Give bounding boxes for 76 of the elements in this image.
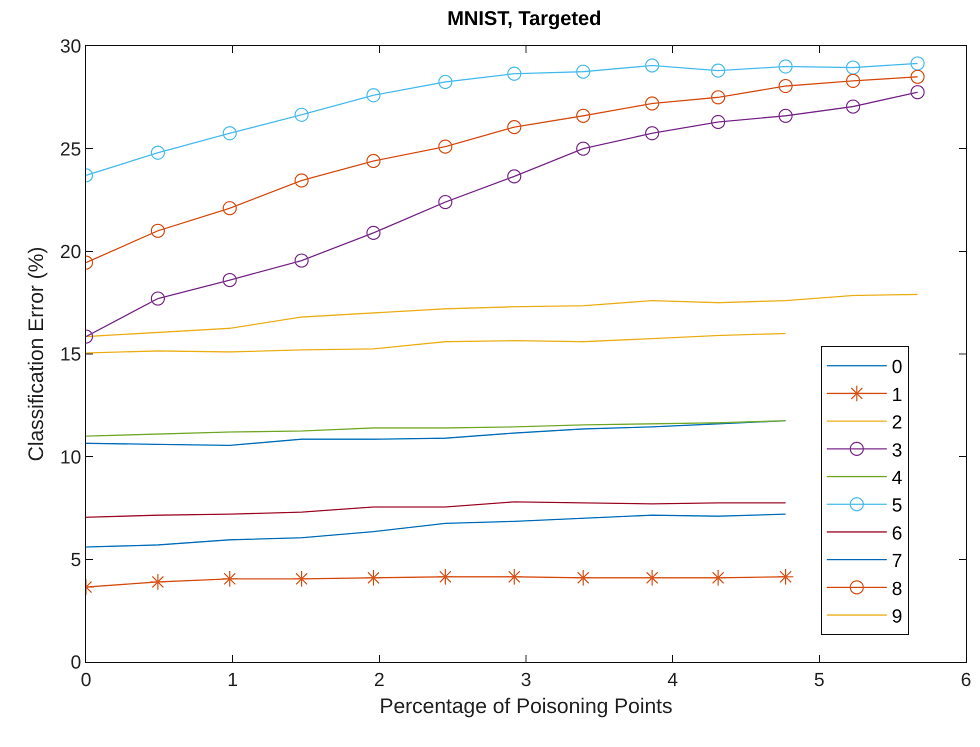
legend-label: 1 — [892, 384, 902, 406]
x-tick-label: 3 — [520, 670, 532, 691]
point — [221, 570, 238, 588]
point — [576, 108, 590, 123]
y-tick-label: 0 — [70, 652, 82, 674]
point — [645, 96, 660, 111]
line-series — [86, 501, 786, 518]
legend-label: 9 — [892, 606, 902, 628]
point — [150, 291, 165, 306]
point — [778, 108, 793, 123]
point — [506, 568, 523, 586]
point — [507, 120, 522, 134]
legend-label: 5 — [892, 496, 902, 517]
point — [576, 142, 590, 156]
point — [150, 146, 165, 160]
point — [222, 126, 237, 140]
x-tick-label: 4 — [667, 670, 678, 691]
point — [910, 70, 925, 84]
point — [438, 194, 452, 210]
point — [507, 169, 522, 184]
y-axis-title: Classification Error (%) — [25, 246, 48, 462]
point — [778, 59, 793, 74]
point — [222, 201, 237, 216]
point — [222, 272, 237, 288]
legend-label: 8 — [892, 578, 902, 600]
legend-label: 0 — [892, 357, 902, 378]
chart-title: MNIST, Targeted — [447, 8, 602, 30]
y-tick-label: 15 — [60, 344, 82, 366]
y-tick-label: 25 — [60, 139, 82, 160]
x-tick-label: 1 — [227, 670, 238, 691]
point — [645, 126, 660, 140]
legend-label: 3 — [892, 440, 902, 462]
point — [711, 64, 726, 78]
point — [645, 58, 660, 73]
point — [294, 108, 309, 122]
point — [438, 74, 452, 90]
point — [846, 74, 860, 88]
point — [366, 88, 381, 102]
line-series — [86, 420, 786, 437]
point — [644, 569, 661, 586]
point — [507, 66, 522, 81]
legend-label: 7 — [892, 551, 902, 572]
point — [150, 224, 165, 238]
point — [293, 570, 310, 588]
point — [574, 569, 592, 586]
point — [366, 154, 381, 168]
point — [910, 85, 925, 100]
point — [846, 99, 860, 114]
y-tick-label: 30 — [60, 36, 82, 58]
legend-label: 2 — [892, 412, 902, 434]
point — [710, 569, 727, 586]
point — [777, 568, 794, 586]
line-series — [86, 332, 786, 354]
point — [846, 60, 860, 75]
point — [711, 114, 726, 130]
x-tick-label: 6 — [960, 670, 972, 691]
point — [294, 253, 309, 268]
point — [576, 64, 590, 79]
line-series — [86, 514, 786, 548]
x-axis-title: Percentage of Poisoning Points — [379, 695, 673, 718]
point — [365, 569, 382, 586]
y-tick-label: 10 — [60, 447, 82, 468]
point — [149, 574, 166, 590]
point — [294, 173, 309, 188]
point — [910, 56, 925, 71]
y-tick-label: 20 — [60, 242, 82, 263]
point — [711, 90, 726, 104]
x-tick-label: 2 — [374, 670, 385, 691]
y-tick-label: 5 — [70, 550, 82, 571]
x-tick-label: 5 — [814, 670, 825, 691]
point — [778, 78, 793, 94]
point — [438, 140, 452, 154]
point — [366, 226, 381, 240]
legend-label: 4 — [892, 468, 903, 489]
legend-label: 6 — [892, 523, 902, 544]
point — [436, 568, 454, 586]
